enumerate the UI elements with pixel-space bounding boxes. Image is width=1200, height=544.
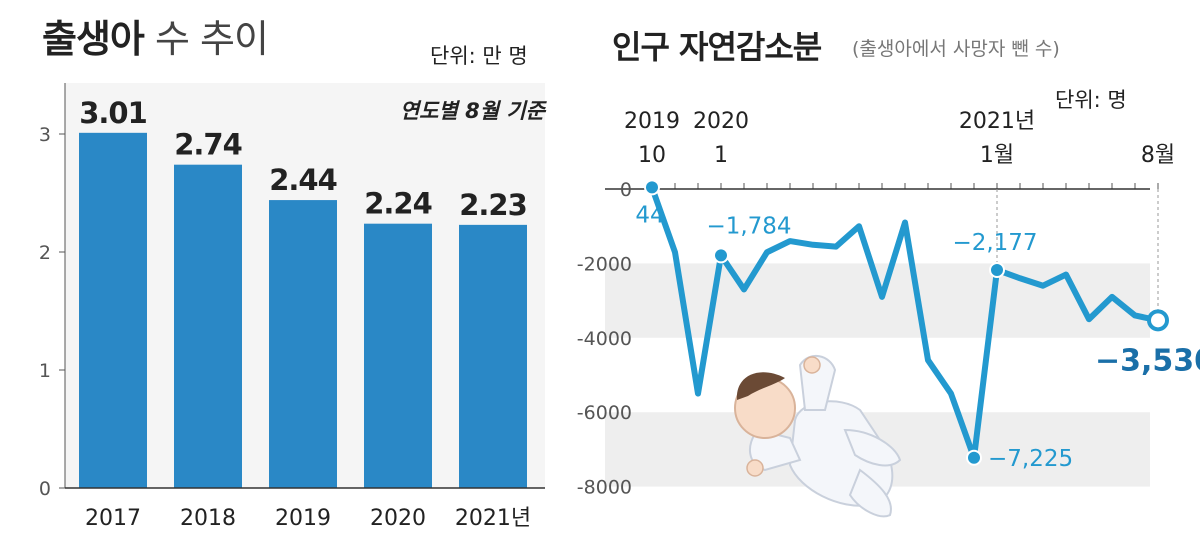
line-x-tick-month: 10 <box>638 143 666 168</box>
line-point-label: −1,784 <box>706 213 791 239</box>
bar <box>174 165 242 488</box>
line-x-tick-year: 2021년 <box>959 109 1035 134</box>
bar-y-tick-label: 2 <box>39 242 51 264</box>
bar-y-tick-label: 3 <box>39 124 51 146</box>
line-x-tick-month: 1월 <box>980 143 1014 168</box>
line-point-label: −7,225 <box>988 446 1073 472</box>
bar-annotation: 연도별 8월 기준 <box>400 99 548 123</box>
line-x-tick-month: 1 <box>714 143 728 168</box>
bar <box>459 225 527 488</box>
bar-category-label: 2020 <box>370 506 426 531</box>
line-y-tick-label: -6000 <box>577 402 632 424</box>
bar-value-label: 2.24 <box>364 187 432 221</box>
line-point-label: −3,530 <box>1095 343 1200 378</box>
bar-category-label: 2019 <box>275 506 331 531</box>
bar-value-label: 2.74 <box>174 128 242 162</box>
bar <box>269 200 337 488</box>
line-highlight-point <box>645 180 659 194</box>
bar-category-label: 2021년 <box>455 506 531 531</box>
line-highlight-point <box>1149 311 1167 329</box>
line-y-tick-label: 0 <box>620 179 632 201</box>
baby-illustration-icon <box>735 356 900 516</box>
bar-category-label: 2018 <box>180 506 236 531</box>
line-x-tick-year: 2019 <box>624 109 680 134</box>
bar-y-tick-label: 1 <box>39 360 51 382</box>
bar-value-label: 3.01 <box>79 96 147 130</box>
bar-value-label: 2.23 <box>459 188 527 222</box>
line-y-tick-label: -2000 <box>577 253 632 275</box>
line-y-tick-label: -8000 <box>577 477 632 499</box>
line-y-tick-label: -4000 <box>577 328 632 350</box>
line-point-label: −2,177 <box>952 230 1037 256</box>
line-highlight-point <box>967 451 981 465</box>
bar-value-label: 2.44 <box>269 163 337 197</box>
bar-category-label: 2017 <box>85 506 141 531</box>
line-x-tick-year: 2020 <box>693 109 749 134</box>
line-x-tick-month: 8월 <box>1141 143 1175 168</box>
bar <box>364 224 432 488</box>
line-point-label: 44 <box>635 202 664 228</box>
bar-y-tick-label: 0 <box>39 478 51 500</box>
bar <box>79 133 147 488</box>
line-highlight-point <box>990 263 1004 277</box>
line-highlight-point <box>714 248 728 262</box>
